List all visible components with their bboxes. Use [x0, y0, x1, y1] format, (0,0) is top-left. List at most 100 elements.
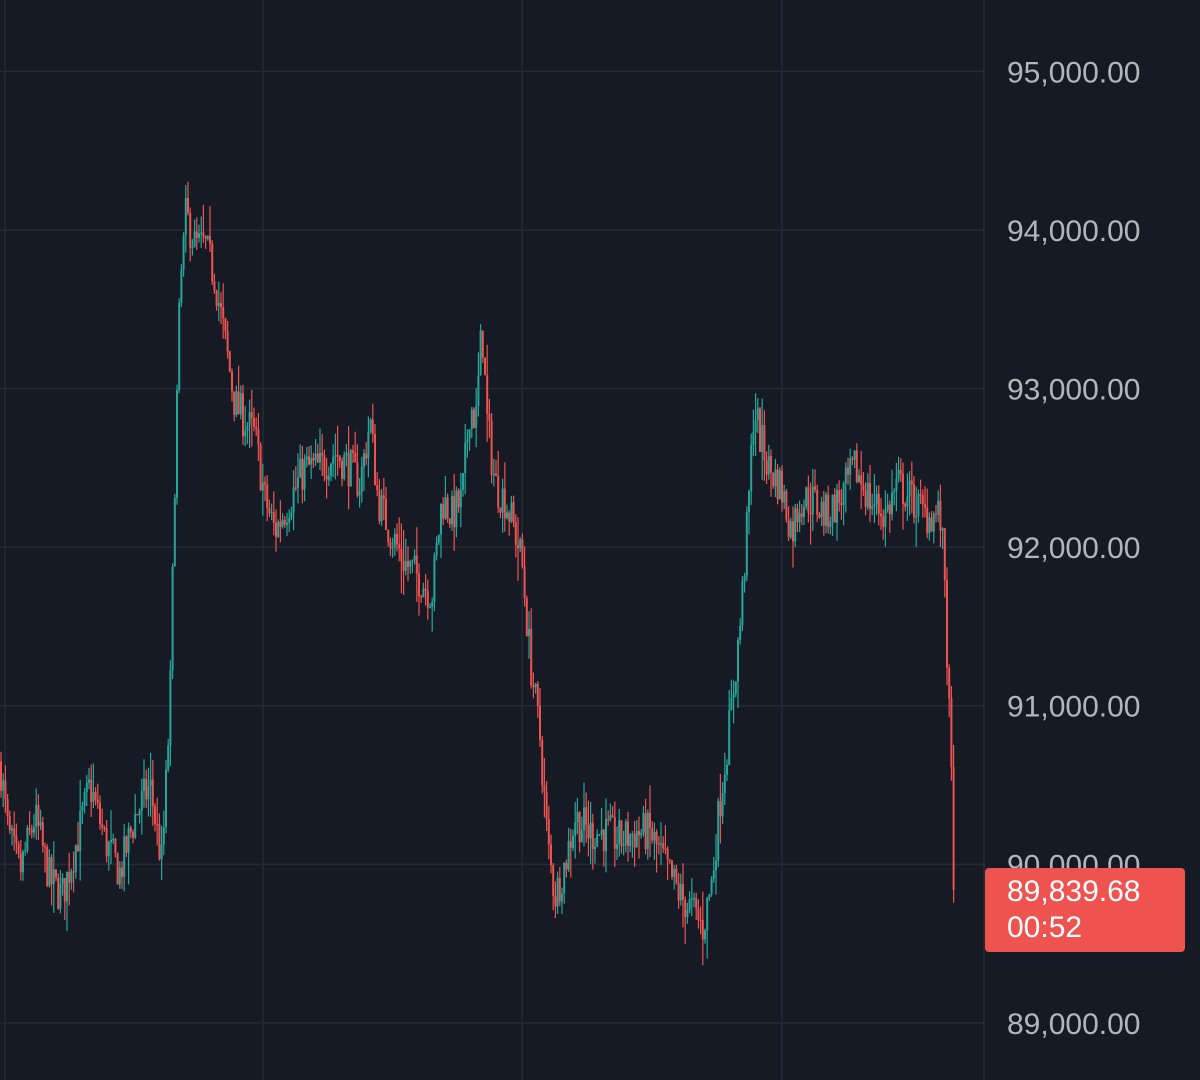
- candle-body: [723, 774, 726, 793]
- candle-body: [138, 810, 141, 816]
- candle-body: [715, 860, 717, 871]
- candle-body: [22, 851, 24, 873]
- candle-body: [796, 508, 799, 523]
- y-tick-label: 94,000.00: [1007, 215, 1140, 248]
- candle-body: [646, 812, 649, 849]
- candle-body: [759, 408, 761, 452]
- candle-body: [349, 450, 352, 487]
- candle-body: [420, 596, 423, 598]
- candle-body: [409, 560, 412, 567]
- candle-body: [37, 805, 40, 826]
- candle-body: [605, 819, 607, 851]
- candle-body: [721, 792, 724, 817]
- candles: [0, 181, 955, 966]
- candle-body: [468, 429, 471, 440]
- candle-body: [92, 792, 95, 802]
- candle-body: [268, 508, 271, 513]
- candle-body: [151, 779, 154, 807]
- candle-body: [90, 779, 93, 802]
- candle-body: [15, 835, 18, 844]
- candle-body: [198, 233, 200, 238]
- candle-body: [838, 489, 841, 503]
- candle-body: [567, 841, 570, 870]
- candle-body: [930, 517, 933, 532]
- candle-body: [831, 494, 834, 522]
- candle-body: [558, 877, 561, 902]
- candle-body: [314, 453, 317, 461]
- candle-body: [286, 522, 288, 525]
- candle-body: [305, 456, 308, 460]
- candle-body: [752, 431, 755, 445]
- candle-body: [770, 456, 772, 473]
- candle-body: [941, 528, 944, 531]
- candle-body: [26, 828, 29, 851]
- candle-body: [882, 516, 885, 527]
- candle-body: [638, 831, 640, 836]
- candle-body: [125, 836, 128, 853]
- candle-body: [844, 467, 847, 484]
- candle-body: [63, 878, 66, 902]
- candle-body: [466, 439, 469, 443]
- candle-body: [719, 801, 722, 817]
- candle-body: [477, 375, 480, 406]
- candle-body: [426, 590, 429, 608]
- candle-body: [352, 450, 354, 453]
- candle-body: [739, 625, 742, 640]
- candle-body: [52, 869, 55, 885]
- candle-body: [717, 801, 720, 861]
- candle-body: [642, 813, 645, 833]
- candle-body: [917, 494, 920, 517]
- candle-body: [556, 877, 559, 907]
- candle-body: [732, 693, 735, 698]
- candle-body: [382, 495, 385, 499]
- y-tick-label: 93,000.00: [1007, 374, 1140, 407]
- candle-body: [829, 521, 832, 527]
- candle-body: [536, 683, 539, 706]
- candle-body: [173, 497, 176, 567]
- candle-body: [453, 496, 456, 528]
- candle-body: [4, 780, 7, 799]
- candle-body: [541, 739, 544, 786]
- candle-body: [118, 867, 121, 885]
- candle-body: [345, 453, 348, 455]
- candle-body: [378, 489, 381, 522]
- candle-body: [290, 512, 293, 518]
- candle-body: [928, 517, 931, 534]
- candle-body: [875, 493, 878, 505]
- candle-body: [259, 444, 262, 491]
- y-tick-label: 89,000.00: [1007, 1008, 1140, 1041]
- candle-body: [675, 868, 678, 883]
- candle-body: [235, 391, 238, 415]
- candle-body: [787, 519, 790, 537]
- candle-body: [899, 469, 902, 474]
- candle-body: [712, 870, 715, 879]
- candle-body: [624, 821, 627, 845]
- candle-body: [792, 521, 794, 542]
- candle-body: [332, 456, 335, 464]
- candle-body: [479, 330, 482, 376]
- candle-body: [789, 521, 792, 537]
- candle-body: [257, 428, 260, 445]
- candle-body: [182, 235, 185, 270]
- candle-body: [85, 782, 88, 793]
- candle-body: [679, 884, 682, 901]
- candle-body: [266, 484, 269, 509]
- candle-body: [952, 767, 955, 890]
- candle-body: [904, 503, 907, 507]
- candle-body: [13, 828, 16, 836]
- candle-body: [147, 785, 150, 800]
- candle-body: [490, 420, 493, 475]
- candle-body: [459, 489, 462, 508]
- candle-body: [543, 785, 546, 792]
- candle-body: [873, 504, 876, 507]
- candle-body: [528, 629, 530, 637]
- candle-body: [279, 521, 282, 527]
- candle-body: [803, 506, 805, 517]
- candle-body: [301, 458, 304, 490]
- candle-body: [70, 871, 73, 883]
- candle-body: [503, 488, 506, 519]
- candle-body: [255, 426, 258, 429]
- candle-body: [391, 547, 394, 549]
